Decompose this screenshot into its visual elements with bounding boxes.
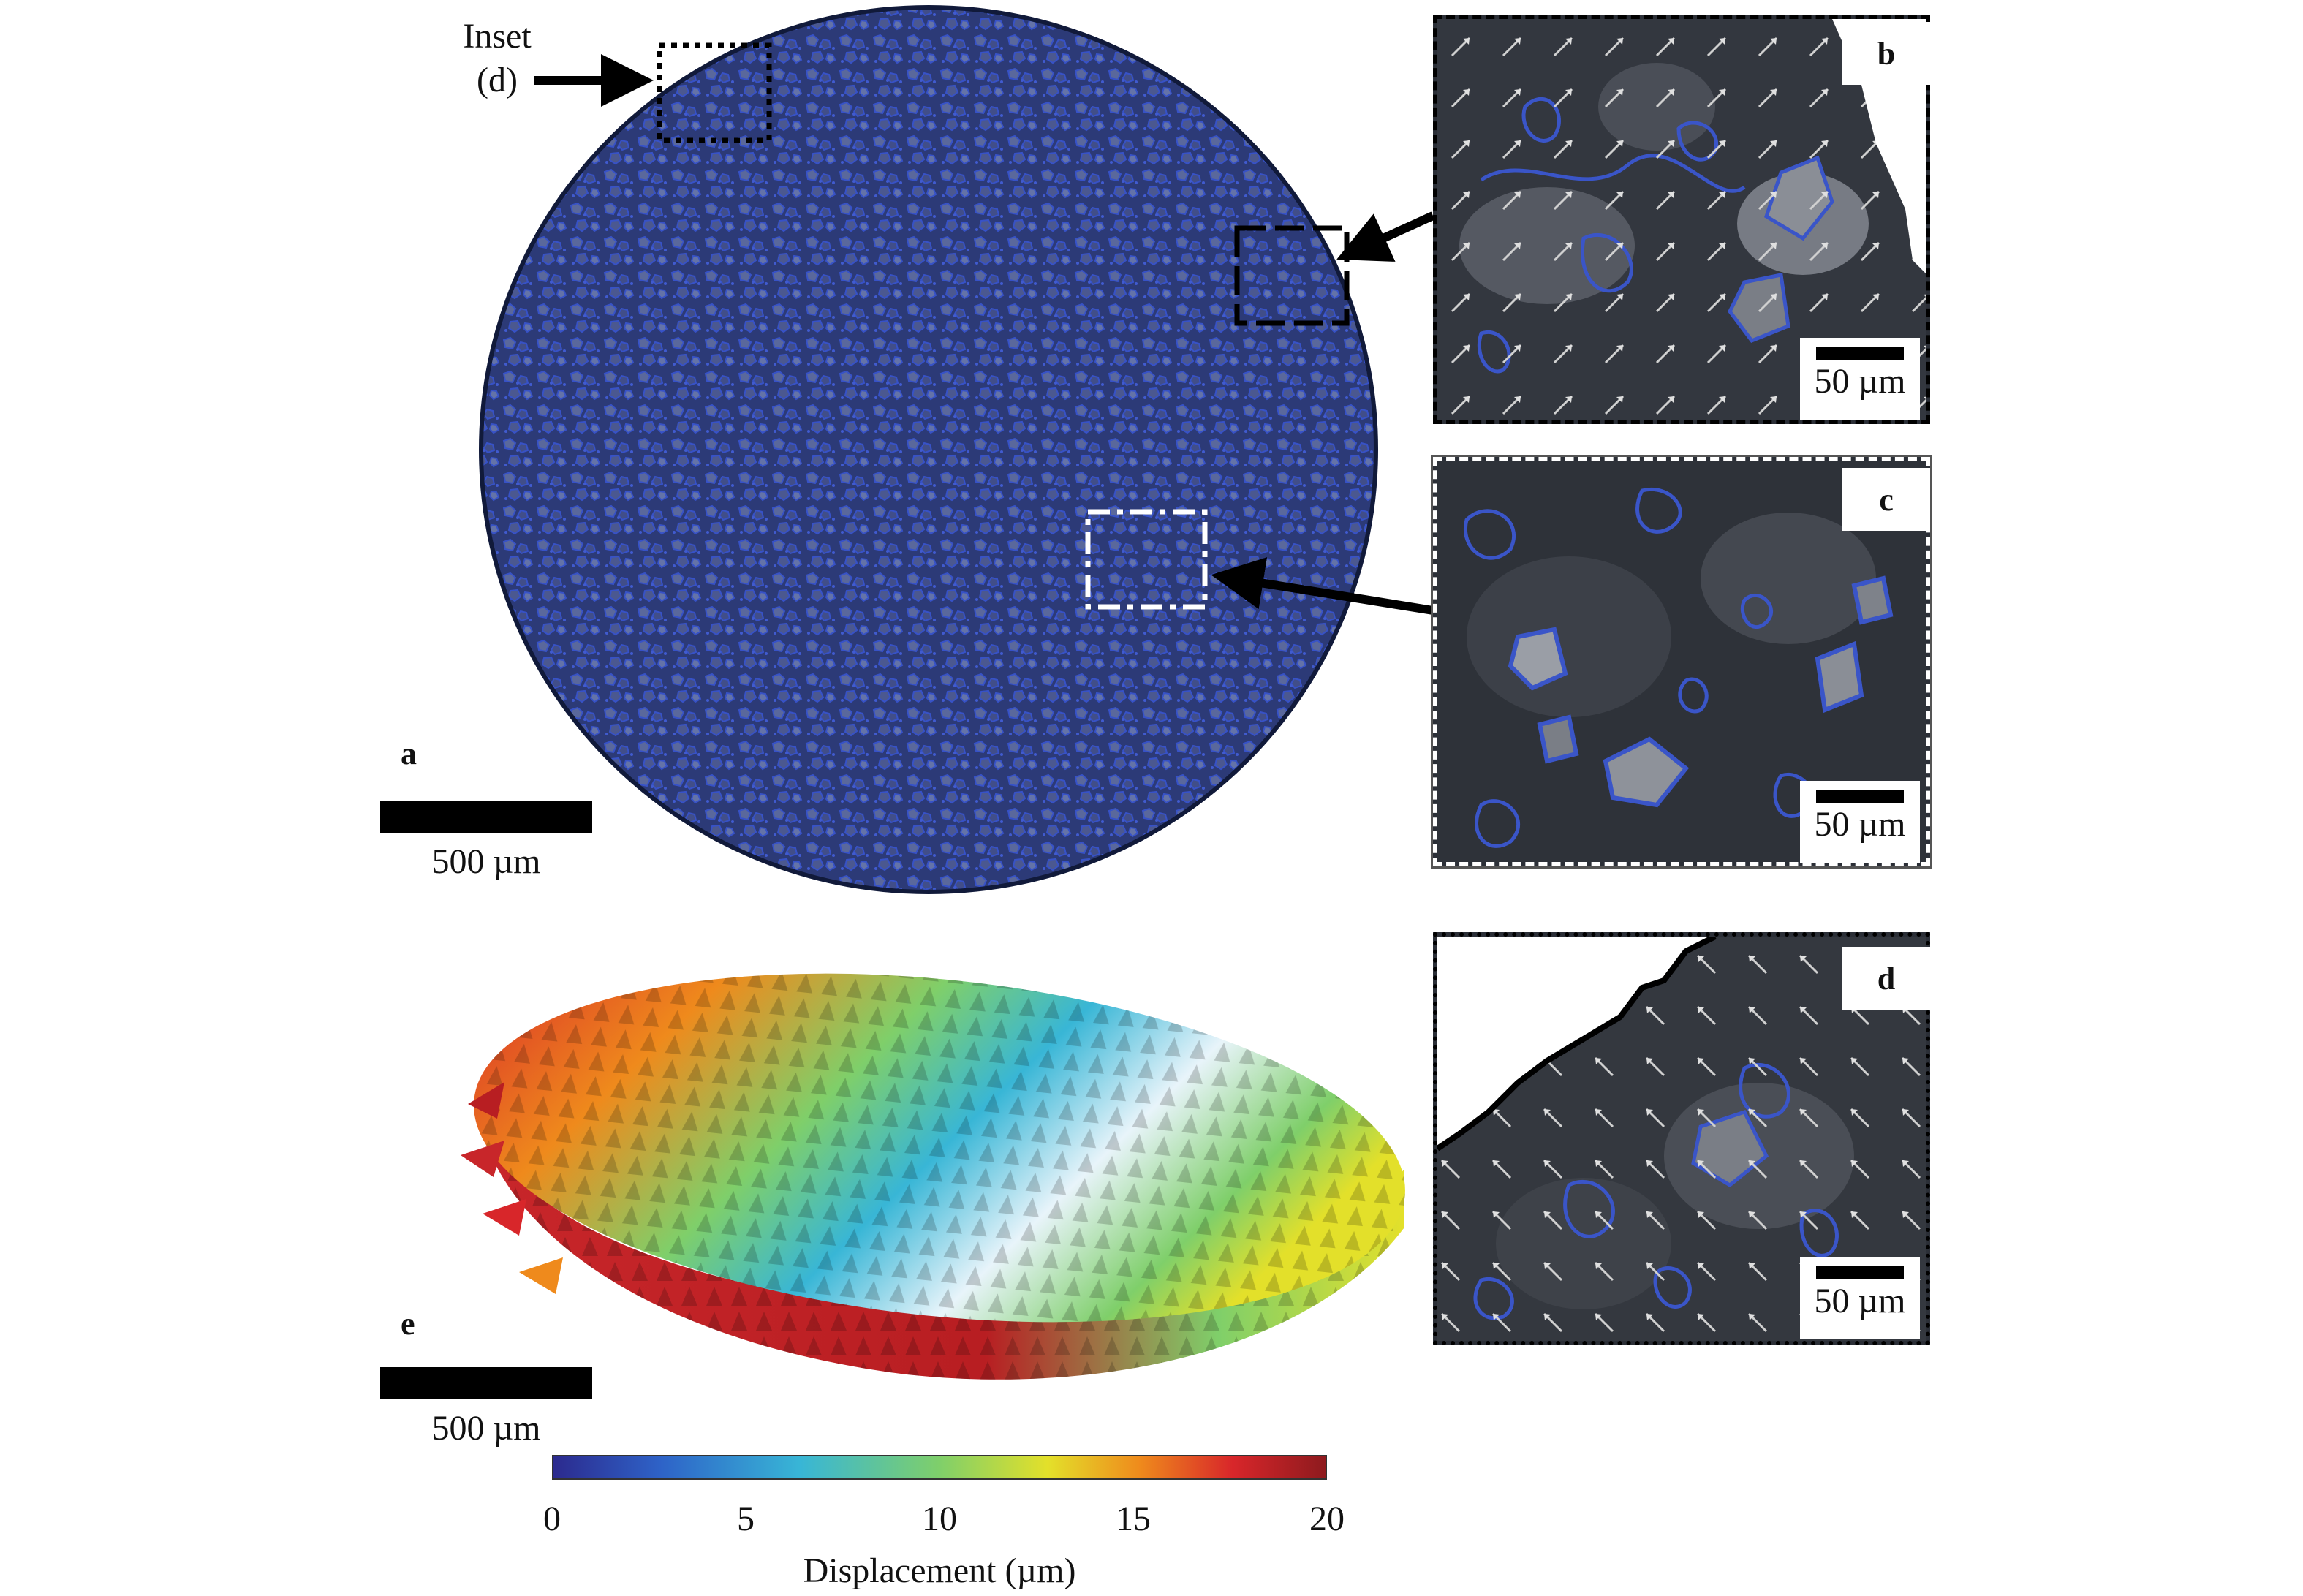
inset-label: Inset (d) — [453, 15, 541, 102]
arrow-from-b — [1336, 211, 1435, 262]
panel-c-scalebar — [1816, 790, 1904, 803]
colorbar-label: Displacement (µm) — [803, 1551, 1076, 1590]
colorbar-tick-10: 10 — [922, 1499, 957, 1538]
colorbar-tick-15: 15 — [1116, 1499, 1151, 1538]
panel-b-label: b — [1842, 22, 1930, 85]
panel-b-scalebar — [1816, 347, 1904, 360]
panel-b-scale-text: 50 µm — [1814, 362, 1906, 401]
panel-c-scale-text: 50 µm — [1814, 805, 1906, 844]
panel-d-scalebar — [1816, 1266, 1904, 1279]
panel-a-scalebar — [380, 801, 592, 833]
panel-e-scalebar — [380, 1367, 592, 1399]
panel-d-scale: 50 µm — [1800, 1257, 1920, 1339]
panel-e-label: e — [401, 1306, 415, 1342]
inset-label-line1: Inset — [463, 17, 532, 56]
panel-c-scale: 50 µm — [1800, 781, 1920, 863]
colorbar-tick-20: 20 — [1309, 1499, 1345, 1538]
inset-c-box — [1085, 509, 1208, 610]
panel-a-scale-text: 500 µm — [431, 842, 541, 881]
panel-d-label: d — [1842, 947, 1930, 1010]
arrow-from-c — [1211, 557, 1434, 615]
panel-e-scale-text: 500 µm — [431, 1409, 541, 1448]
inset-label-line2: (d) — [477, 61, 518, 99]
panel-b-scale: 50 µm — [1800, 338, 1920, 420]
colorbar-ticks: 0 5 10 15 20 — [543, 1499, 1345, 1543]
colorbar-tick-5: 5 — [737, 1499, 755, 1538]
panel-e-image — [461, 973, 1405, 1380]
colorbar-tick-0: 0 — [543, 1499, 561, 1538]
inset-b-box — [1234, 225, 1350, 326]
inset-d-box — [657, 42, 772, 143]
panel-a-label: a — [401, 735, 417, 771]
panel-c-label: c — [1842, 468, 1930, 531]
colorbar — [552, 1455, 1327, 1480]
panel-d-scale-text: 50 µm — [1814, 1282, 1906, 1320]
panel-a-image — [479, 5, 1378, 894]
